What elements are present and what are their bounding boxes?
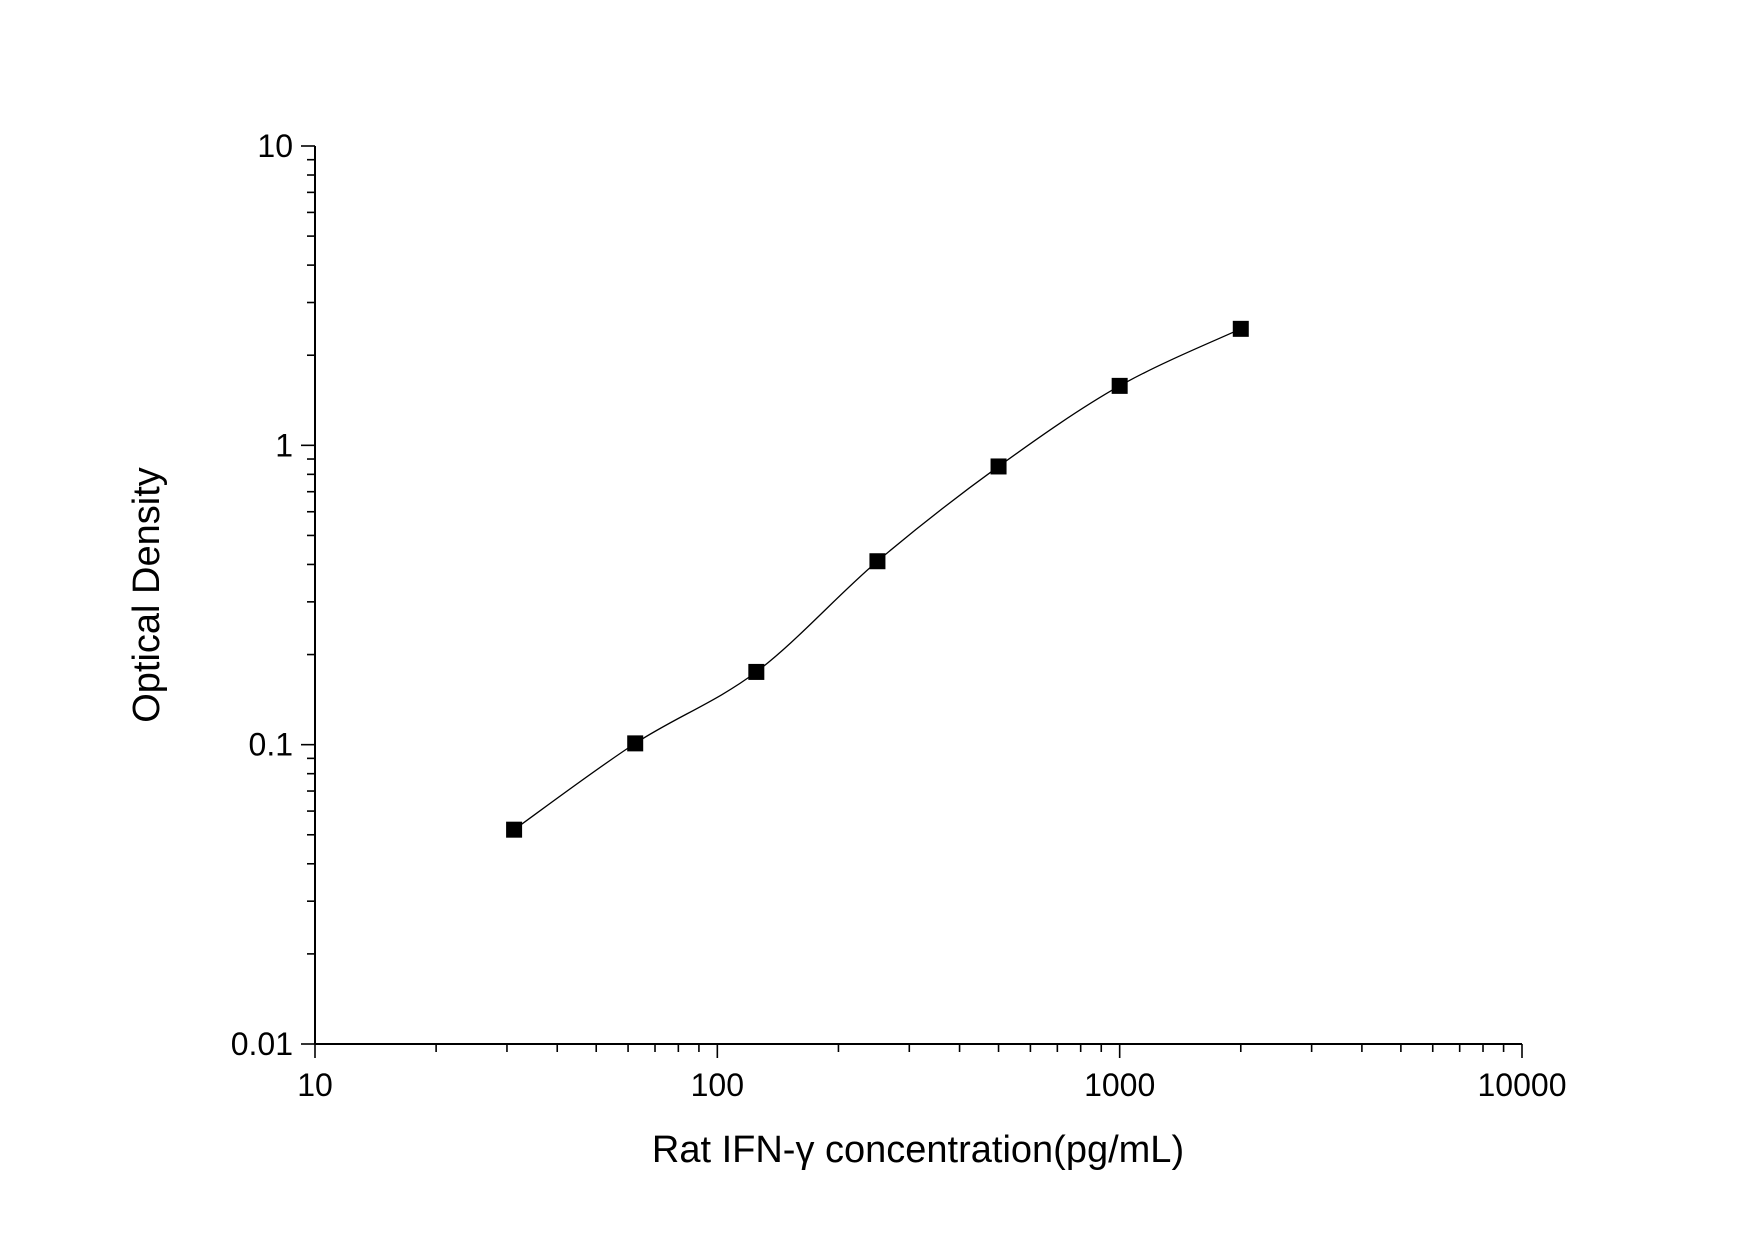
x-tick-label: 1000 [1084,1067,1155,1103]
x-tick-label: 100 [691,1067,744,1103]
data-points [506,320,1249,838]
x-tick-labels: 10 100 1000 10000 [297,1067,1566,1103]
y-tick-label: 10 [257,128,293,164]
data-point [869,553,886,570]
data-point [1232,320,1249,337]
data-point [1111,377,1128,394]
y-tick-label: 0.01 [231,1026,293,1062]
data-point [748,663,765,680]
axis-ticks [301,145,1523,1058]
y-tick-label: 0.1 [249,727,293,763]
data-point [627,735,644,752]
data-point [990,458,1007,475]
y-axis-title: Optical Density [126,467,168,723]
y-tick-labels: 0.01 0.1 1 10 [231,128,293,1062]
y-tick-label: 1 [275,427,293,463]
x-axis-title: Rat IFN-γ concentration(pg/mL) [652,1129,1184,1171]
x-tick-label: 10 [297,1067,333,1103]
x-tick-label: 10000 [1478,1067,1567,1103]
data-point [506,821,523,838]
axes [314,146,1522,1045]
fitted-curve [513,328,1242,831]
